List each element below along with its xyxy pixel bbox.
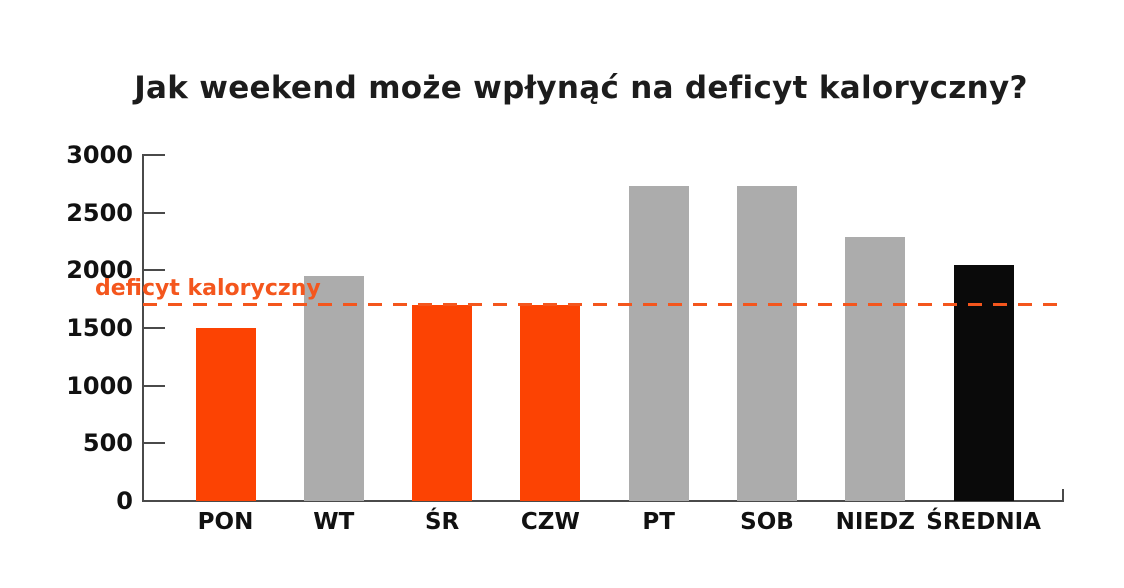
x-tick-label-pt: PT bbox=[642, 509, 675, 535]
y-tick-label: 2500 bbox=[66, 198, 133, 227]
x-tick-label-pon: PON bbox=[197, 509, 254, 535]
bar-pon bbox=[195, 328, 256, 501]
y-tick-mark bbox=[144, 269, 165, 272]
y-tick-mark bbox=[144, 327, 165, 329]
x-axis-end-tick bbox=[1062, 489, 1064, 501]
chart-title: Jak weekend może wpłynąć na deficyt kalo… bbox=[134, 70, 1028, 106]
y-tick-label: 1500 bbox=[66, 314, 133, 342]
y-tick-mark bbox=[144, 211, 165, 214]
bar-pt bbox=[628, 186, 689, 501]
bar-czw bbox=[520, 304, 581, 501]
x-tick-label-sob: SOB bbox=[740, 509, 794, 535]
bar-niedz bbox=[845, 236, 906, 501]
y-tick-mark bbox=[144, 154, 165, 156]
y-tick-label: 0 bbox=[116, 487, 133, 515]
y-tick-label: 1000 bbox=[66, 371, 133, 400]
x-tick-label-rednia: ŚREDNIA bbox=[926, 509, 1041, 535]
x-axis-line bbox=[142, 500, 1064, 502]
x-tick-label-czw: CZW bbox=[520, 509, 580, 535]
y-tick-label: 2000 bbox=[66, 256, 133, 285]
y-tick-label: 500 bbox=[82, 429, 133, 458]
y-tick-label: 3000 bbox=[66, 141, 133, 169]
bar-sob bbox=[737, 186, 797, 501]
y-tick-mark bbox=[144, 442, 165, 445]
x-tick-label-r: ŚR bbox=[424, 509, 460, 535]
y-axis-line bbox=[142, 154, 144, 502]
deficit-reference-label: deficyt kaloryczny bbox=[95, 275, 321, 301]
bar-rednia bbox=[953, 264, 1014, 501]
x-tick-label-wt: WT bbox=[313, 509, 355, 535]
deficit-reference-line bbox=[143, 303, 1062, 307]
y-tick-mark bbox=[144, 384, 165, 387]
bar-wt bbox=[303, 276, 364, 501]
bar-r bbox=[412, 304, 473, 501]
x-tick-label-niedz: NIEDZ bbox=[835, 509, 915, 535]
